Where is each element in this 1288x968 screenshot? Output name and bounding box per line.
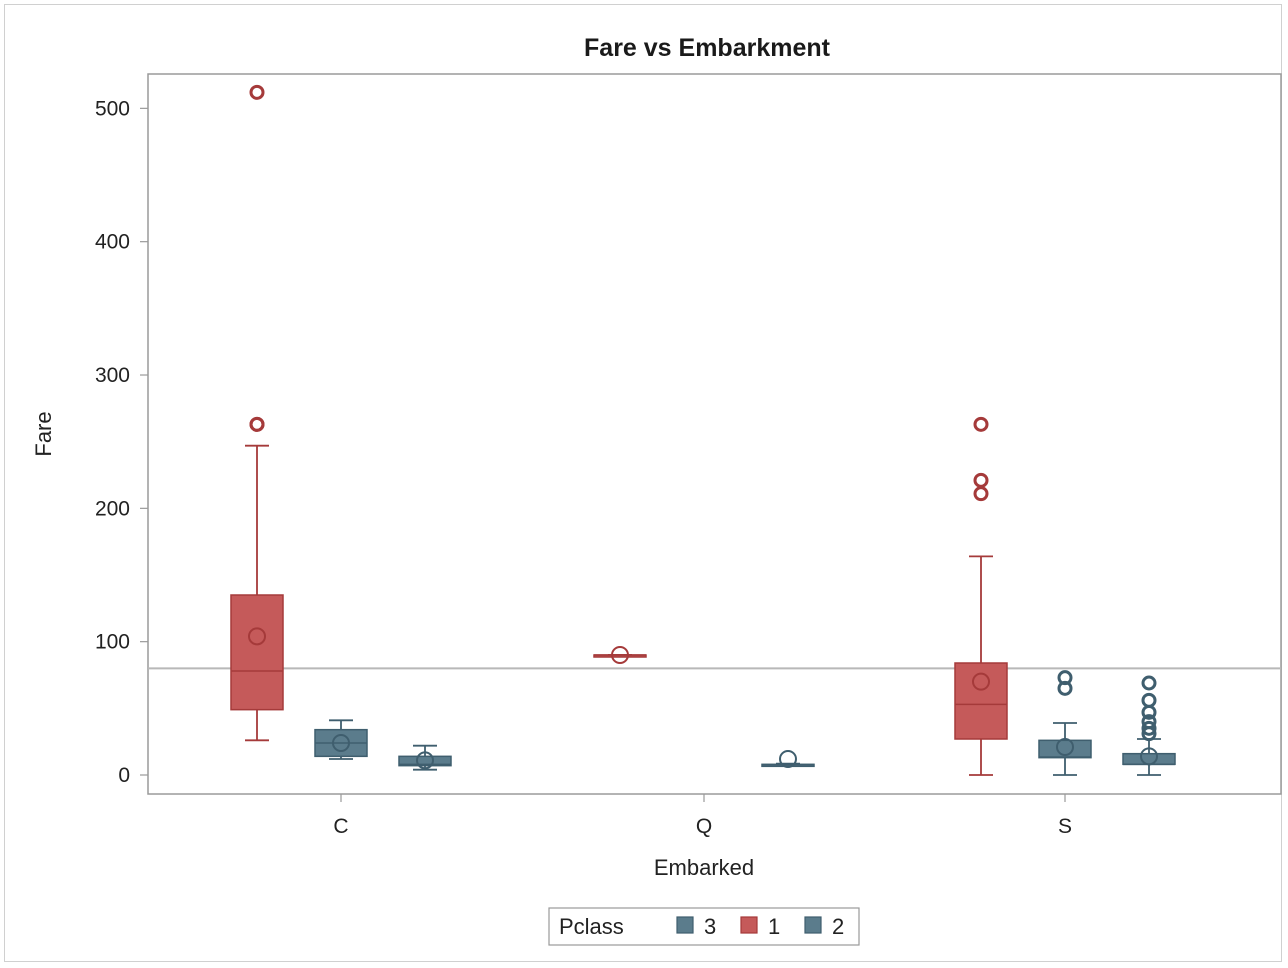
- box-C-pclass-2: [314, 719, 368, 760]
- y-axis-label: Fare: [31, 411, 56, 456]
- series-pclass-2: [314, 670, 1092, 776]
- x-axis-label: Embarked: [654, 855, 754, 880]
- iqr-box: [398, 755, 452, 767]
- outlier-point: [973, 472, 989, 488]
- legend: Pclass 3 1 2: [548, 907, 860, 946]
- y-tick-label: 400: [95, 231, 130, 254]
- box-C-pclass-3: [398, 744, 452, 771]
- y-tick-label: 0: [118, 764, 130, 787]
- outlier-point: [249, 416, 265, 432]
- legend-swatch-pclass-3: [676, 916, 694, 934]
- mean-marker: [779, 750, 797, 769]
- iqr-box: [230, 594, 284, 711]
- y-tick-label: 200: [95, 497, 130, 520]
- chart-title: Fare vs Embarkment: [584, 34, 831, 62]
- box-S-pclass-3: [1122, 675, 1176, 776]
- box-S-pclass-1: [954, 416, 1008, 776]
- legend-swatch-pclass-2: [804, 916, 822, 934]
- outlier-point: [1057, 670, 1073, 686]
- mean-marker: [972, 672, 990, 691]
- legend-swatch-pclass-1: [740, 916, 758, 934]
- outlier-point: [973, 416, 989, 432]
- outlier-point: [973, 486, 989, 502]
- outlier-point: [249, 84, 265, 100]
- box-Q-pclass-1: [593, 646, 647, 665]
- mean-marker: [611, 646, 629, 665]
- mean-marker: [248, 627, 266, 646]
- legend-title: Pclass: [559, 914, 624, 939]
- legend-label-pclass-2: 2: [832, 914, 844, 939]
- mean-marker: [1140, 747, 1158, 766]
- x-tick-label: C: [333, 815, 348, 838]
- series-pclass-3: [398, 675, 1176, 776]
- legend-label-pclass-3: 3: [704, 914, 716, 939]
- x-tick-label: S: [1058, 815, 1072, 838]
- mean-marker: [416, 751, 434, 770]
- outlier-point: [1141, 692, 1157, 708]
- y-tick-label: 100: [95, 631, 130, 654]
- y-tick-label: 500: [95, 97, 130, 120]
- mean-marker: [332, 734, 350, 753]
- plot-area: [147, 73, 1282, 795]
- box-C-pclass-1: [230, 84, 284, 742]
- outlier-point: [1141, 675, 1157, 691]
- box-S-pclass-2: [1038, 670, 1092, 776]
- outlier-point: [1141, 720, 1157, 736]
- y-tick-label: 300: [95, 364, 130, 387]
- iqr-box: [1122, 752, 1176, 766]
- box-Q-pclass-3: [761, 750, 815, 769]
- mean-marker: [1056, 738, 1074, 757]
- iqr-box: [954, 662, 1008, 740]
- x-tick-label: Q: [696, 815, 712, 838]
- legend-label-pclass-1: 1: [768, 914, 780, 939]
- series-pclass-1: [230, 84, 1008, 776]
- outlier-point: [1141, 714, 1157, 730]
